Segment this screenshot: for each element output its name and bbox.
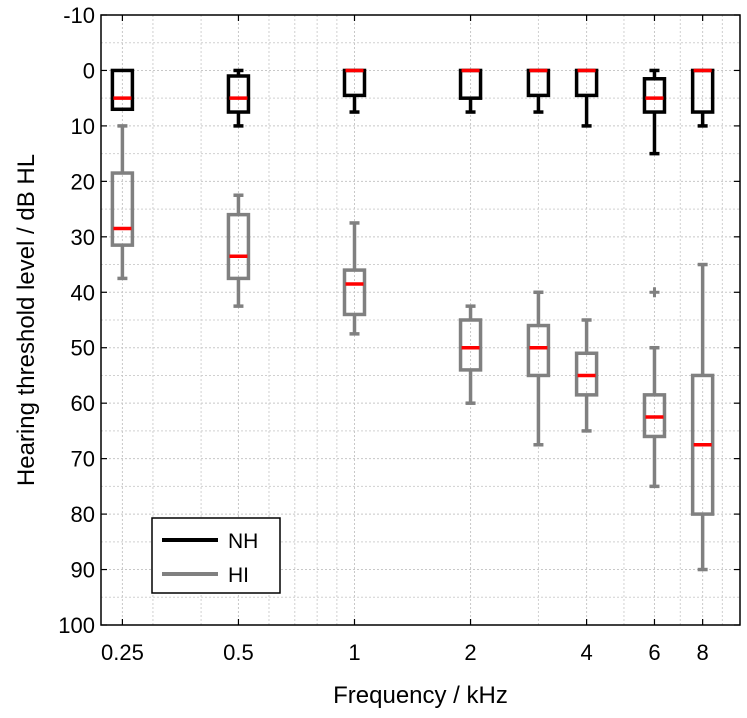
x-axis-title: Frequency / kHz (333, 682, 508, 709)
box-iqr (226, 74, 251, 114)
box-iqr (642, 77, 667, 114)
y-tick-label: 20 (71, 169, 95, 194)
y-tick-label: 100 (58, 613, 95, 638)
box-hi-1khz (342, 221, 367, 336)
y-tick-label: -10 (63, 3, 95, 28)
legend-label-nh: NH (228, 530, 258, 553)
y-axis-title: Hearing threshold level / dB HL (13, 154, 40, 486)
y-tick-label: 50 (71, 336, 95, 361)
legend-label-hi: HI (228, 564, 249, 587)
y-tick-label: 70 (71, 447, 95, 472)
box-nh-6khz (642, 68, 667, 156)
box-hi-3khz (526, 290, 551, 447)
box-nh-4khz (574, 68, 599, 128)
box-hi-0.5khz (226, 193, 251, 308)
x-tick-label: 4 (580, 640, 592, 665)
y-tick-label: 40 (71, 280, 95, 305)
y-tick-label: 60 (71, 391, 95, 416)
plot-area-frame (100, 14, 741, 626)
box-nh-0.25khz (110, 68, 135, 112)
legend-box (151, 517, 281, 594)
box-iqr (690, 373, 715, 516)
box-plots (110, 68, 715, 572)
y-tick-label: 80 (71, 502, 95, 527)
box-hi-0.25khz (110, 124, 135, 281)
box-iqr (110, 171, 135, 247)
y-tick-label: 10 (71, 114, 95, 139)
x-tick-label: 0.25 (101, 640, 144, 665)
box-iqr (574, 351, 599, 397)
box-hi-4khz (574, 318, 599, 433)
x-tick-label: 0.5 (223, 640, 254, 665)
box-hi-6khz (642, 287, 667, 489)
box-nh-3khz (526, 68, 551, 114)
y-tick-label: 30 (71, 225, 95, 250)
x-tick-label: 6 (648, 640, 660, 665)
box-nh-2khz (458, 68, 483, 114)
box-iqr (110, 68, 135, 112)
box-iqr (458, 318, 483, 372)
box-iqr (226, 212, 251, 281)
box-nh-8khz (690, 68, 715, 128)
box-iqr (526, 323, 551, 378)
y-tick-label: 0 (83, 58, 95, 83)
box-iqr (342, 268, 367, 317)
box-nh-0.5khz (226, 68, 251, 128)
x-tick-label: 1 (348, 640, 360, 665)
legend: NH HI (151, 517, 281, 594)
x-tick-label: 2 (464, 640, 476, 665)
box-iqr (642, 393, 667, 439)
box-nh-1khz (342, 68, 367, 114)
box-hi-2khz (458, 304, 483, 405)
box-hi-8khz (690, 262, 715, 572)
x-tick-label: 8 (697, 640, 709, 665)
y-tick-label: 90 (71, 558, 95, 583)
